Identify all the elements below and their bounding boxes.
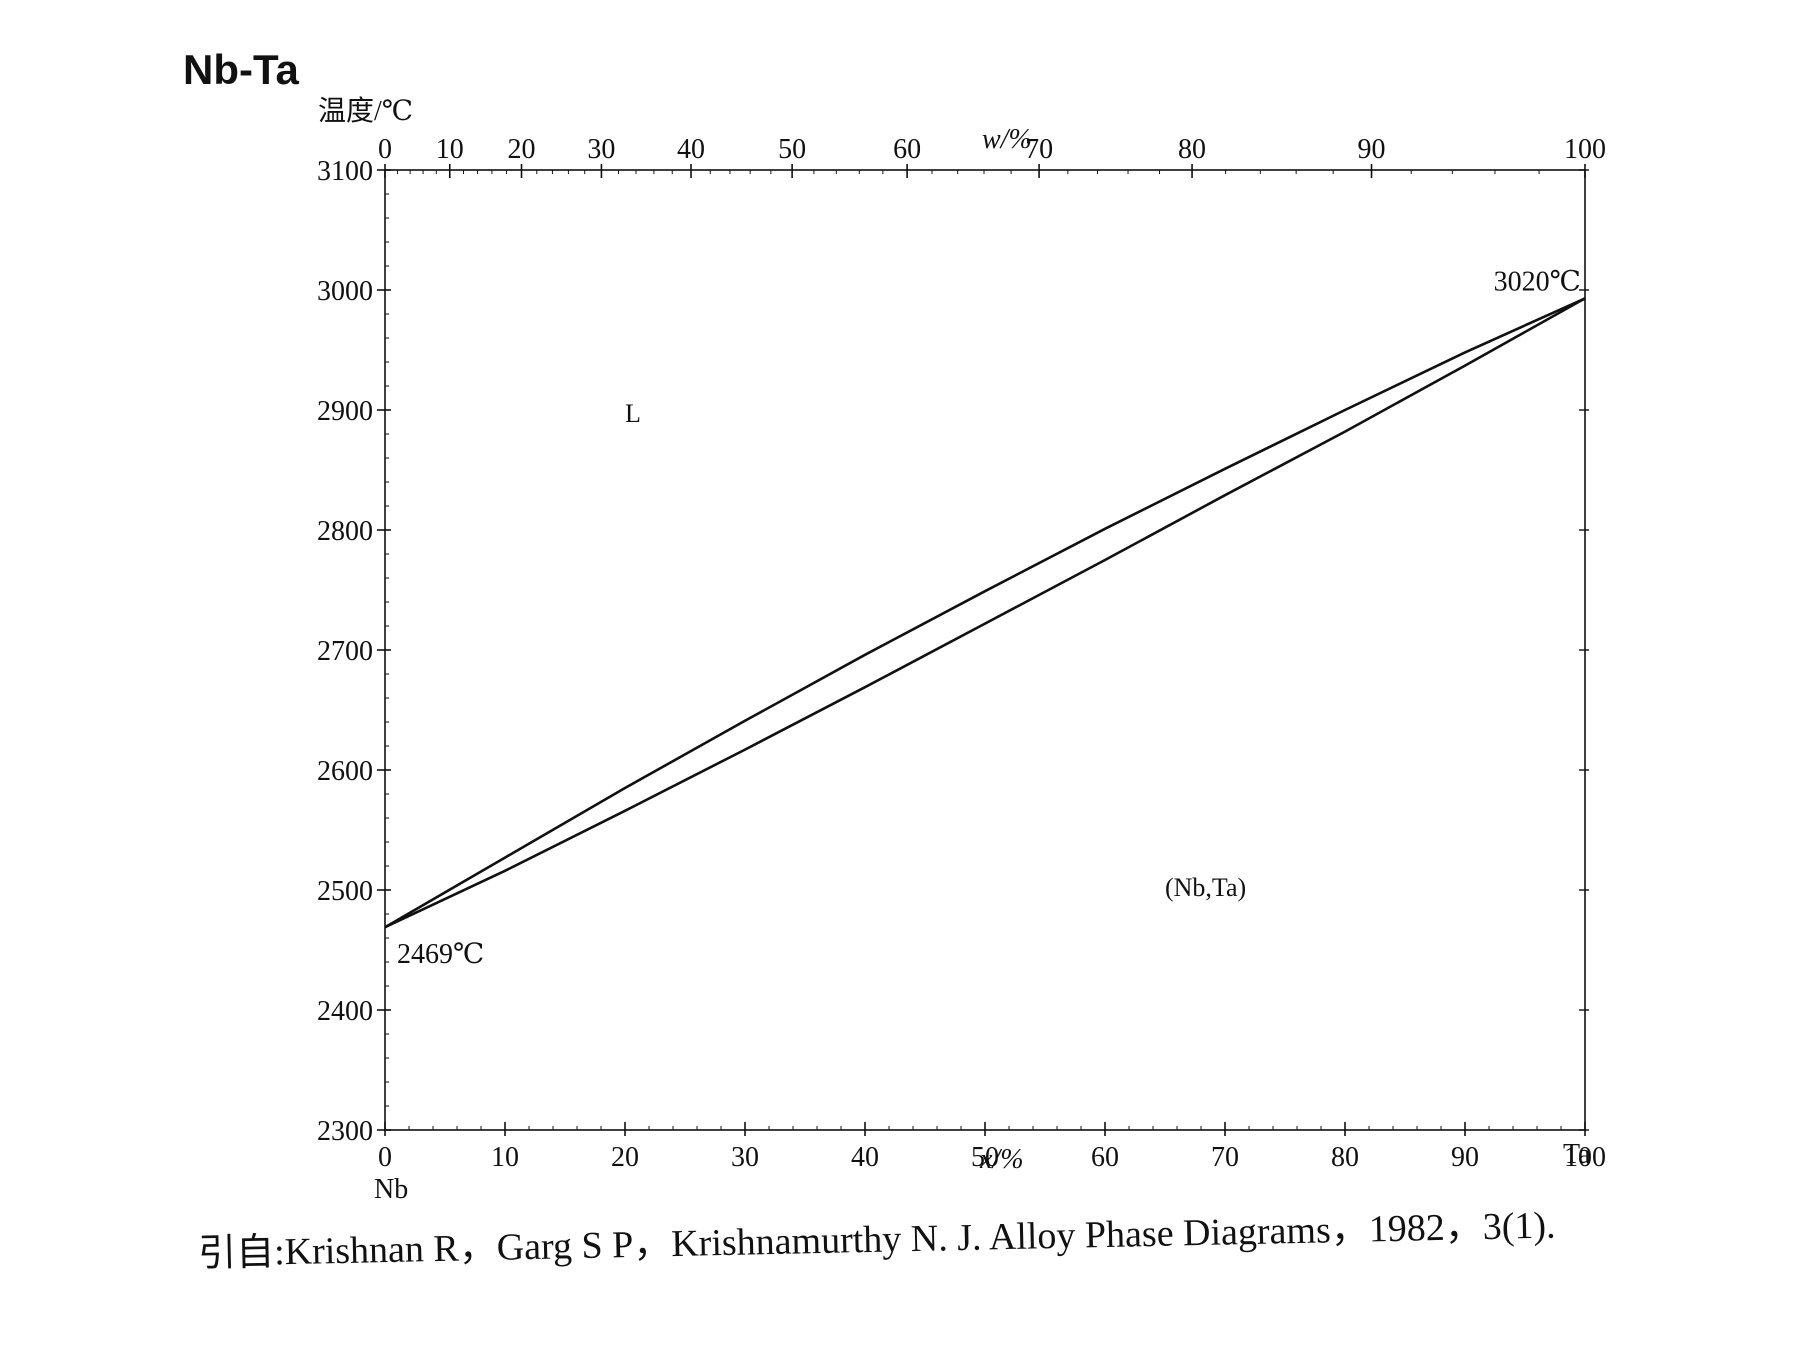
- left-element-label: Nb: [374, 1174, 408, 1205]
- top-tick-label: 80: [1178, 134, 1206, 165]
- x-tick-label: 70: [1211, 1142, 1239, 1173]
- tick-marks: [377, 164, 1589, 1136]
- top-tick-label: 50: [778, 134, 806, 165]
- plot-frame: [384, 169, 1586, 1131]
- x-tick-label: 40: [851, 1142, 879, 1173]
- y-tick-labels: 2300 2400 2500 2600 2700 2800 2900 3000 3100: [317, 156, 373, 1147]
- top-tick-label: 20: [508, 134, 536, 165]
- region-label-solid-solution: (Nb,Ta): [1165, 873, 1246, 902]
- x-tick-label: 20: [611, 1142, 639, 1173]
- top-tick-label: 40: [677, 134, 705, 165]
- top-tick-label: 60: [893, 134, 921, 165]
- top-tick-label: 10: [436, 134, 464, 165]
- solidus-line: [384, 297, 1586, 929]
- top-tick-label: 30: [587, 134, 615, 165]
- x-tick-label: 60: [1091, 1142, 1119, 1173]
- melting-point-nb-label: 2469℃: [397, 939, 484, 970]
- top-tick-label: 90: [1358, 134, 1386, 165]
- liquidus-line: [384, 297, 1586, 929]
- y-tick-label: 2400: [317, 996, 373, 1027]
- right-element-label: Ta: [1563, 1139, 1591, 1170]
- top-tick-labels: 0 10 20 30 40 50 60 70 80 90 100: [378, 134, 1606, 165]
- region-label-liquid: L: [625, 399, 641, 428]
- y-tick-label: 2500: [317, 876, 373, 907]
- x-tick-label: 80: [1331, 1142, 1359, 1173]
- x-tick-label: 50: [971, 1142, 999, 1173]
- melting-point-ta-label: 3020℃: [1494, 266, 1581, 297]
- top-tick-label: 0: [378, 134, 392, 165]
- top-tick-label: 100: [1564, 134, 1606, 165]
- y-tick-label: 2700: [317, 636, 373, 667]
- x-tick-label: 30: [731, 1142, 759, 1173]
- y-axis-title: 温度/℃: [318, 95, 413, 127]
- diagram-title: Nb-Ta: [183, 46, 300, 93]
- top-tick-label: 70: [1025, 134, 1053, 165]
- x-tick-labels: 0 10 20 30 40 50 60 70 80 90 100: [378, 1142, 1606, 1173]
- y-tick-label: 2900: [317, 396, 373, 427]
- x-tick-label: 0: [378, 1142, 392, 1173]
- x-tick-label: 90: [1451, 1142, 1479, 1173]
- y-tick-label: 3000: [317, 276, 373, 307]
- top-axis-title: w/%: [982, 124, 1032, 155]
- x-tick-label: 10: [491, 1142, 519, 1173]
- x-axis-title: x/%: [979, 1144, 1024, 1175]
- y-tick-label: 3100: [317, 156, 373, 187]
- x-tick-label: 100: [1564, 1142, 1606, 1173]
- y-tick-label: 2800: [317, 516, 373, 547]
- y-tick-label: 2600: [317, 756, 373, 787]
- y-tick-label: 2300: [317, 1116, 373, 1147]
